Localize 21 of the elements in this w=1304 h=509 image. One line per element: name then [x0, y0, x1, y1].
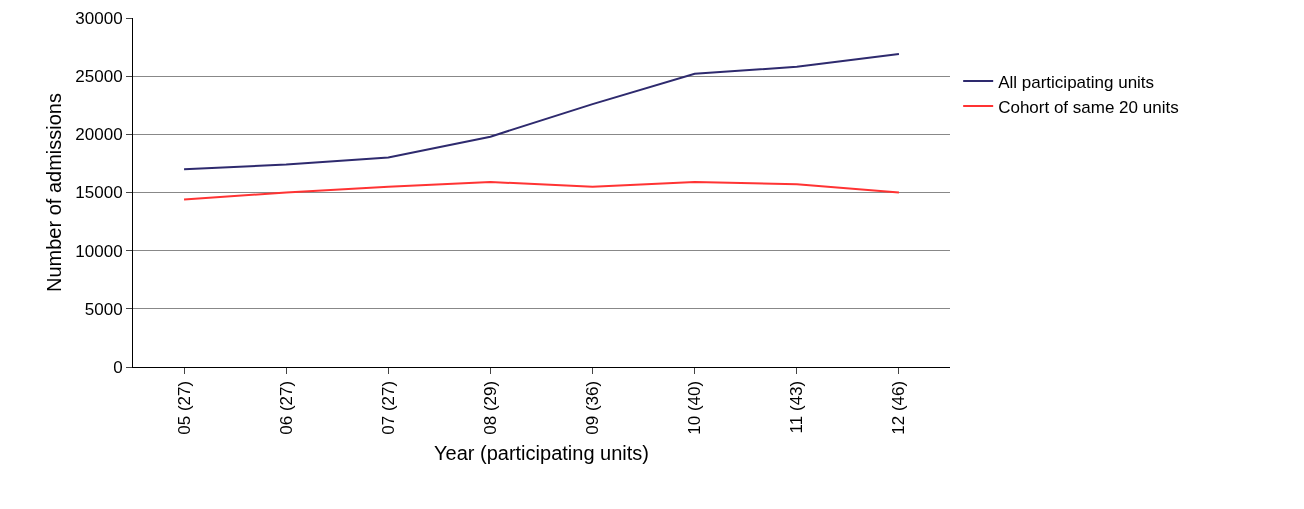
x-tick-label: 12 (46)	[889, 380, 909, 435]
line-series	[183, 53, 900, 171]
y-tick-label: 0	[113, 357, 123, 377]
x-tick-label: 09 (36)	[583, 380, 603, 435]
y-tick-label: 10000	[75, 241, 123, 261]
y-tick-label: 20000	[75, 125, 123, 145]
x-tick-label: 08 (29)	[480, 380, 500, 435]
x-tick-label: 07 (27)	[378, 380, 398, 435]
line-series	[183, 181, 900, 201]
x-tick-label: 10 (40)	[685, 380, 705, 435]
y-tick-label: 25000	[75, 67, 123, 87]
y-tick-label: 30000	[75, 8, 123, 28]
legend-label: Cohort of same 20 units	[998, 97, 1179, 117]
y-tick-label: 5000	[84, 299, 123, 319]
legend-label: All participating units	[998, 72, 1155, 92]
x-tick-label: 11 (43)	[787, 380, 807, 434]
y-axis-title: Number of admissions	[42, 93, 65, 292]
x-tick-label: 06 (27)	[276, 380, 296, 435]
x-axis-title: Year (participating units)	[434, 442, 649, 465]
x-tick-label: 05 (27)	[174, 380, 194, 435]
y-tick-label: 15000	[75, 183, 123, 203]
